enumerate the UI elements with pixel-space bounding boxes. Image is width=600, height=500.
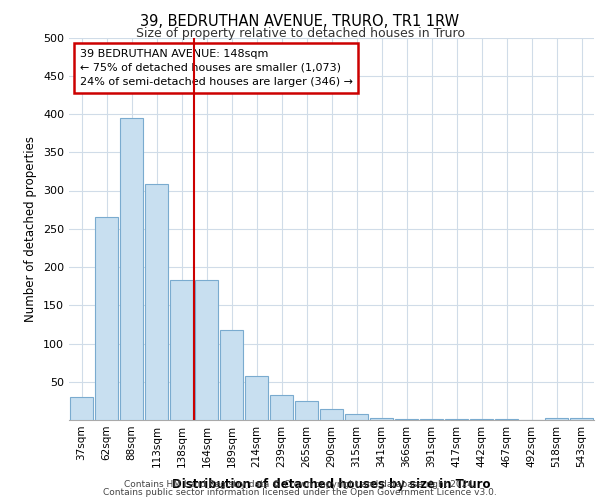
Bar [570,418,593,420]
Bar [420,419,443,420]
Bar [195,280,218,420]
Bar [395,419,418,420]
Bar [245,376,268,420]
Bar [345,414,368,420]
Bar [145,184,168,420]
Text: Contains HM Land Registry data © Crown copyright and database right 2024.: Contains HM Land Registry data © Crown c… [124,480,476,489]
Bar [220,330,243,420]
Text: 39, BEDRUTHAN AVENUE, TRURO, TR1 1RW: 39, BEDRUTHAN AVENUE, TRURO, TR1 1RW [140,14,460,29]
Bar [270,395,293,420]
Bar [445,419,468,420]
Text: 39 BEDRUTHAN AVENUE: 148sqm
← 75% of detached houses are smaller (1,073)
24% of : 39 BEDRUTHAN AVENUE: 148sqm ← 75% of det… [79,49,353,87]
Bar [370,418,393,420]
Bar [120,118,143,420]
Text: Contains public sector information licensed under the Open Government Licence v3: Contains public sector information licen… [103,488,497,497]
Bar [545,418,568,420]
Bar [95,218,118,420]
Text: Size of property relative to detached houses in Truro: Size of property relative to detached ho… [136,28,464,40]
Bar [70,397,93,420]
Y-axis label: Number of detached properties: Number of detached properties [25,136,37,322]
Bar [470,419,493,420]
Bar [320,408,343,420]
X-axis label: Distribution of detached houses by size in Truro: Distribution of detached houses by size … [172,478,491,491]
Bar [495,419,518,420]
Bar [295,401,318,420]
Bar [170,280,193,420]
